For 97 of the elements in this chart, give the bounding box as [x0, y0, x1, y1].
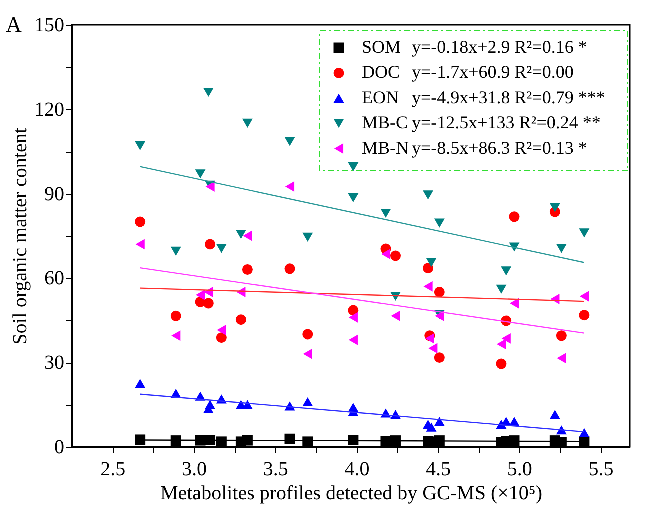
x-tick-label: 4.0: [344, 458, 370, 480]
point: [135, 434, 146, 446]
y-tick-label: 150: [34, 14, 64, 36]
point: [381, 249, 391, 260]
annotation: y=-0.18x+2.9 R²=0.16 *: [412, 37, 588, 57]
x-tick-label: 3.5: [263, 458, 288, 480]
point: [348, 334, 358, 346]
point: [348, 312, 358, 323]
y-axis-title: Soil organic matter content: [10, 128, 32, 345]
y-tick-label: 60: [44, 268, 64, 290]
point: [135, 141, 146, 151]
point: [135, 216, 146, 228]
legend-label: MB-C: [362, 112, 408, 133]
point: [434, 287, 445, 298]
x-tick-label: 2.5: [100, 458, 126, 480]
point: [428, 343, 438, 354]
point: [556, 330, 567, 342]
point: [216, 436, 227, 448]
point: [303, 348, 312, 360]
point: [423, 190, 434, 200]
point: [302, 329, 314, 340]
annotation: y=-4.9x+31.8 R²=0.79 ***: [412, 87, 606, 108]
point: [426, 258, 437, 268]
point: [206, 182, 215, 192]
point: [285, 182, 295, 192]
point: [302, 232, 314, 242]
y-tick-label: 120: [34, 98, 64, 121]
x-tick-label: 4.5: [426, 458, 452, 480]
point: [425, 333, 434, 344]
point: [423, 263, 434, 274]
point: [242, 264, 253, 275]
point: [203, 298, 214, 309]
point: [205, 239, 216, 250]
point: [205, 435, 216, 446]
point: [135, 379, 146, 388]
x-tick-label: 5.5: [588, 458, 614, 480]
point: [284, 137, 296, 146]
point: [348, 305, 359, 316]
x-tick-label: 5.0: [507, 458, 532, 480]
point: [502, 333, 511, 344]
point: [242, 400, 253, 410]
point: [509, 212, 520, 222]
point: [434, 352, 445, 364]
point: [216, 244, 227, 254]
point: [136, 239, 145, 250]
y-tick-label: 90: [44, 183, 64, 206]
point: [580, 291, 589, 302]
point: [380, 208, 392, 218]
point: [510, 298, 520, 309]
legend-label: DOC: [362, 62, 400, 82]
point: [579, 310, 590, 321]
point: [205, 400, 216, 410]
point: [579, 428, 590, 438]
x-axis-title: Metabolites profiles detected by GC-MS (×10⁵): [160, 482, 543, 504]
point: [243, 230, 252, 242]
point: [579, 228, 590, 238]
point: [496, 284, 507, 294]
annotation: y=-12.5x+133 R²=0.24 **: [412, 112, 601, 133]
y-tick-label: 0: [54, 436, 64, 458]
point: [217, 325, 226, 336]
y-tick-label: 30: [44, 352, 64, 374]
point: [216, 332, 227, 344]
point: [236, 314, 246, 326]
point: [550, 410, 560, 420]
point: [195, 170, 206, 179]
annotation: y=-8.5x+86.3 R²=0.13 *: [412, 138, 588, 158]
legend-label: MB-N: [362, 138, 410, 158]
point: [284, 264, 296, 274]
legend-label: EON: [362, 87, 399, 108]
point: [170, 246, 182, 256]
chart-title: A: [6, 12, 22, 37]
point: [170, 310, 182, 322]
point: [242, 435, 253, 446]
point: [172, 330, 181, 342]
point: [424, 281, 433, 292]
point: [348, 193, 359, 203]
point: [496, 339, 506, 350]
point: [196, 290, 206, 300]
point: [550, 203, 560, 212]
x-tick-label: 3.0: [182, 458, 208, 480]
point: [390, 250, 401, 262]
point: [390, 436, 401, 446]
point: [203, 88, 214, 98]
point: [557, 353, 566, 364]
point: [348, 162, 359, 172]
point: [242, 118, 253, 128]
point: [501, 266, 512, 276]
point: [434, 218, 445, 228]
point: [236, 230, 246, 240]
legend-label: SOM: [362, 37, 402, 57]
point: [348, 435, 359, 446]
point: [302, 397, 314, 407]
point: [426, 422, 437, 432]
point: [391, 310, 400, 322]
point: [496, 358, 507, 370]
point: [556, 244, 567, 254]
annotation: y=-1.7x+60.9 R²=0.00: [412, 62, 574, 82]
